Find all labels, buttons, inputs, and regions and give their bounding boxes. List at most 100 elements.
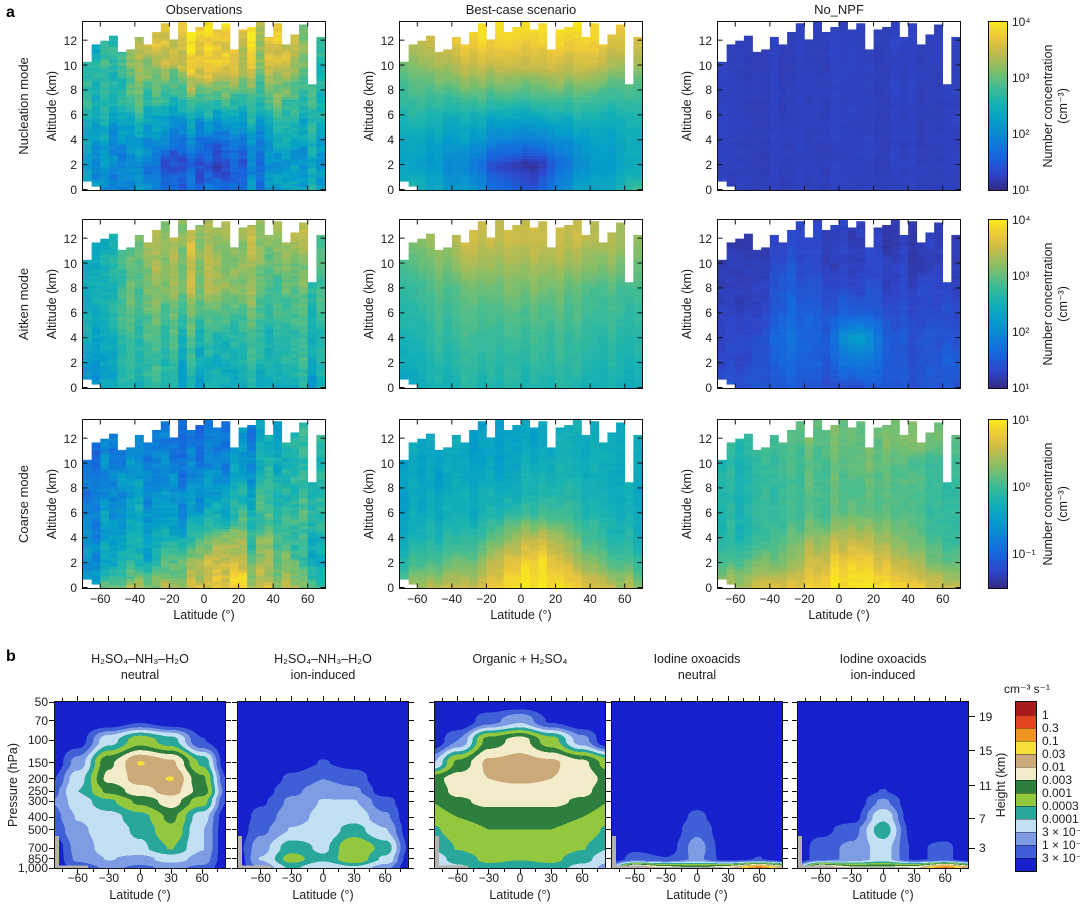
colorbar-b-cell xyxy=(1016,845,1036,858)
colorbar-b-tick-label: 0.001 xyxy=(1042,786,1073,800)
p-tick-left xyxy=(606,816,611,818)
x-tick-label: −30 xyxy=(655,871,677,885)
p-tick-right xyxy=(226,847,231,849)
y-tick-label: 0 xyxy=(70,183,77,197)
colorbar-b-tick-label: 0.01 xyxy=(1042,760,1066,774)
plot-title-line1: Iodine oxoacids xyxy=(653,652,741,666)
x-tick-label: −40 xyxy=(441,592,463,606)
heatmap-plot-best-case-aitken xyxy=(399,219,643,389)
x-tick-label: 60 xyxy=(618,592,632,606)
x-tick-label: −60 xyxy=(90,592,111,606)
x-tick-label: 0 xyxy=(879,871,887,885)
p-tick-right xyxy=(783,867,788,869)
colorbar-b-cell xyxy=(1016,780,1036,793)
p-tick-left xyxy=(792,858,797,860)
p-tick-left xyxy=(606,858,611,860)
x-tick-label: −40 xyxy=(124,592,146,606)
y-tick-label: 12 xyxy=(63,231,77,246)
x-tick xyxy=(519,869,521,874)
x-tick xyxy=(186,869,188,872)
heatmap-canvas-observations-coarse xyxy=(83,420,325,588)
x-tick xyxy=(913,869,915,874)
colorbar-tick-label: 10² xyxy=(1012,127,1030,141)
p-tick-left xyxy=(429,867,434,869)
height-tick-label: 3 xyxy=(979,841,986,856)
x-tick-label: 0 xyxy=(200,592,208,606)
x-tick xyxy=(369,869,371,872)
x-axis-label: Latitude (°) xyxy=(666,888,728,902)
contour-canvas-h2so4-nh3-h2o-neutral xyxy=(55,702,225,868)
p-tick-left xyxy=(792,847,797,849)
p-tick-right xyxy=(226,778,231,780)
p-tick-left xyxy=(232,816,237,818)
panel-b-letter: b xyxy=(6,648,16,665)
y-tick-label: 12 xyxy=(63,33,77,48)
p-tick-right xyxy=(783,762,788,764)
plot-title-iodine-oxoacids-ion-induced: Iodine oxoacids ion-induced xyxy=(798,651,968,683)
x-tick xyxy=(804,869,806,872)
x-tick-label: −60 xyxy=(447,871,468,885)
y-tick-label: 12 xyxy=(380,33,394,48)
y-tick-label: 4 xyxy=(387,133,394,148)
y-tick-label: 8 xyxy=(70,481,77,496)
y-tick-label: 10 xyxy=(698,58,712,73)
x-tick xyxy=(944,869,946,874)
x-tick-top xyxy=(400,698,402,701)
p-tick-left xyxy=(232,867,237,869)
x-tick xyxy=(929,869,931,872)
x-tick xyxy=(338,869,340,872)
pressure-tick-label: 100 xyxy=(27,733,48,748)
x-tick-top xyxy=(322,696,324,701)
colorbar-tick-label: 10¹ xyxy=(1012,183,1030,197)
p-tick-right xyxy=(226,829,231,831)
p-tick-right xyxy=(783,701,788,703)
x-tick xyxy=(866,869,868,872)
colorbar-b-tick-label: 0.1 xyxy=(1042,734,1059,748)
x-tick-top xyxy=(665,696,667,701)
x-tick xyxy=(108,869,110,874)
p-tick-right xyxy=(409,829,414,831)
p-tick-right xyxy=(783,847,788,849)
p-tick-left xyxy=(429,858,434,860)
x-tick xyxy=(503,869,505,872)
y-tick-label: 0 xyxy=(705,381,712,395)
colorbar-b-tick-label: 1 × 10⁻⁵ xyxy=(1042,838,1080,852)
x-tick-label: −60 xyxy=(725,592,746,606)
x-tick-label: 30 xyxy=(347,871,361,885)
colorbar-b-cell xyxy=(1016,715,1036,728)
contour-plot-h2so4-nh3-h2o-ion-induced xyxy=(237,701,409,869)
y-tick-label: 4 xyxy=(705,331,712,346)
x-tick-top xyxy=(201,696,203,701)
p-tick-left xyxy=(49,858,54,860)
x-tick-label: −60 xyxy=(624,871,645,885)
x-tick-top xyxy=(743,698,745,701)
x-tick xyxy=(774,869,776,872)
p-tick-left xyxy=(429,829,434,831)
column-title: No_NPF xyxy=(814,2,864,17)
x-tick-top xyxy=(472,698,474,701)
x-tick-top xyxy=(944,696,946,701)
x-tick-label: 0 xyxy=(136,871,144,885)
x-tick-top xyxy=(960,698,962,701)
y-tick-label: 6 xyxy=(70,506,77,521)
p-tick-right xyxy=(783,800,788,802)
p-tick-right xyxy=(409,701,414,703)
x-tick-label: 60 xyxy=(195,871,209,885)
x-tick-label: 40 xyxy=(901,592,915,606)
x-tick-label: 0 xyxy=(693,871,701,885)
y-tick-label: 10 xyxy=(380,58,394,73)
p-tick-left xyxy=(606,800,611,802)
contour-canvas-organic-h2so4 xyxy=(435,702,605,868)
row-mode-label: Aitken mode xyxy=(16,267,31,341)
y-tick-label: 2 xyxy=(387,556,394,571)
x-tick-label: 0 xyxy=(517,592,525,606)
y-tick-label: 4 xyxy=(387,531,394,546)
colorbar-b-cell xyxy=(1016,767,1036,780)
p-tick-left xyxy=(429,816,434,818)
p-tick-left xyxy=(606,829,611,831)
p-tick-left xyxy=(232,858,237,860)
p-tick-left xyxy=(606,701,611,703)
x-tick xyxy=(306,869,308,872)
x-tick-top xyxy=(913,696,915,701)
